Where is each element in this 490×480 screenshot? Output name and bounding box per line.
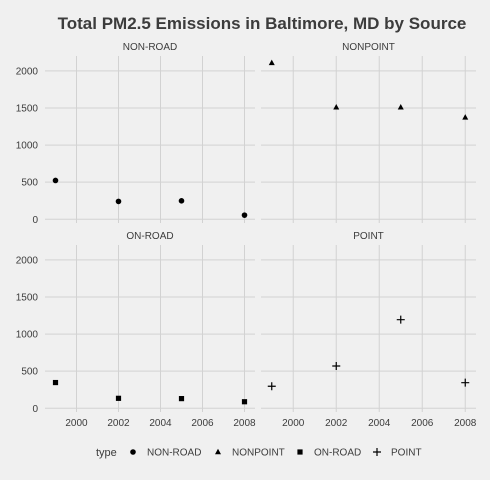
x-tick-label: 2000 <box>282 418 305 429</box>
data-point <box>178 198 185 204</box>
data-point <box>241 212 248 218</box>
legend-key <box>130 449 136 455</box>
x-tick-label: 2008 <box>233 418 256 429</box>
x-tick-label: 2002 <box>325 418 348 429</box>
facet-panel: NONPOINT <box>261 42 476 223</box>
data-point <box>397 104 404 110</box>
y-tick-label: 500 <box>21 178 38 189</box>
legend-label: POINT <box>391 448 422 459</box>
facet-panel: NON-ROAD 0 500 1000 1500 2000 <box>16 42 255 226</box>
y-tick-label: 1500 <box>16 292 39 303</box>
facet-panel: POINT 2000 2002 2004 2006 2008 <box>261 231 477 429</box>
x-tick-label: 2004 <box>368 418 391 429</box>
data-point <box>178 396 185 402</box>
x-tick-label: 2002 <box>107 418 130 429</box>
data-point <box>52 379 59 386</box>
data-point <box>241 399 248 405</box>
y-tick-label: 0 <box>32 215 38 226</box>
facet-strip-label: ON-ROAD <box>126 231 173 242</box>
y-tick-label: 1000 <box>16 141 39 152</box>
x-tick-label: 2006 <box>411 418 434 429</box>
y-tick-label: 1000 <box>16 330 39 341</box>
legend-label: NON-ROAD <box>147 448 201 459</box>
data-point <box>52 177 59 184</box>
y-tick-label: 2000 <box>16 66 39 77</box>
legend-key <box>373 448 381 456</box>
data-point <box>115 395 122 401</box>
legend-label: NONPOINT <box>232 448 285 459</box>
data-point <box>333 104 340 110</box>
legend-label: ON-ROAD <box>314 448 361 459</box>
chart-title: Total PM2.5 Emissions in Baltimore, MD b… <box>58 14 467 33</box>
x-tick-label: 2000 <box>65 418 88 429</box>
x-tick-label: 2008 <box>454 418 477 429</box>
data-point <box>462 114 469 120</box>
facet-strip-label: NON-ROAD <box>123 42 177 53</box>
facet-strip-label: NONPOINT <box>342 42 395 53</box>
y-tick-label: 1500 <box>16 103 39 114</box>
data-point <box>115 198 122 205</box>
legend: type NON-ROAD NONPOINT ON-ROAD POINT <box>96 447 422 459</box>
data-point <box>396 315 405 324</box>
facet-panels: NON-ROAD 0 500 1000 1500 2000 NONPOINT ON-ROAD 0… <box>16 42 477 429</box>
y-tick-label: 0 <box>32 404 38 415</box>
facet-strip-label: POINT <box>353 231 384 242</box>
data-point <box>268 59 275 66</box>
facet-panel: ON-ROAD 0 500 1000 1500 2000 2000 2002 2004 2006 2… <box>16 231 256 429</box>
data-point <box>332 362 341 371</box>
legend-key <box>215 448 221 455</box>
y-tick-label: 2000 <box>16 255 39 266</box>
data-point <box>267 382 276 391</box>
x-tick-label: 2004 <box>149 418 172 429</box>
legend-key <box>297 449 303 455</box>
legend-title: type <box>96 447 117 459</box>
y-tick-label: 500 <box>21 367 38 378</box>
data-point <box>461 378 470 387</box>
x-tick-label: 2006 <box>191 418 214 429</box>
